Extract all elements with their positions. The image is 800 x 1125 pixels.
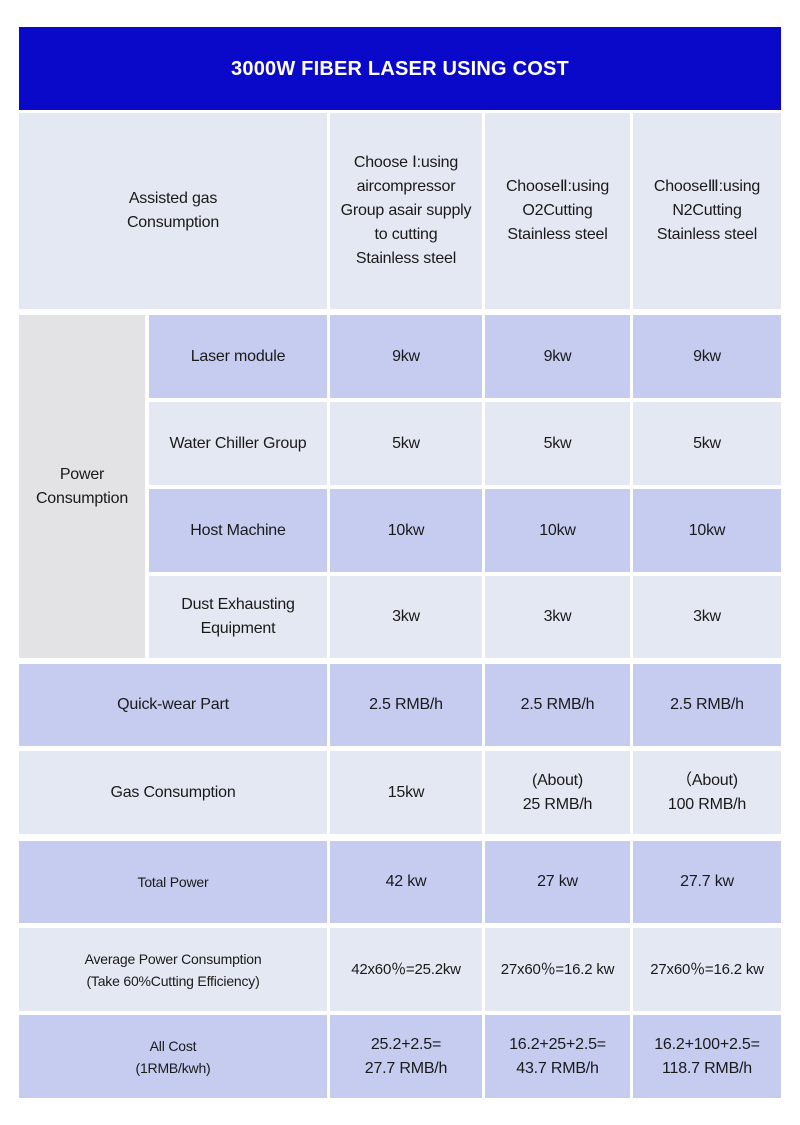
quick-wear-option-3: 2.5 RMB/h	[633, 664, 781, 746]
dust-exhausting-label: Dust Exhausting Equipment	[149, 576, 327, 658]
total-power-option-2: 27 kw	[485, 841, 630, 923]
table-title: 3000W FIBER LASER USING COST	[19, 27, 781, 110]
gas-consumption-option-3: （About) 100 RMB/h	[633, 751, 781, 834]
header-option-1: Choose Ⅰ:using aircompressor Group asair…	[330, 113, 482, 309]
gas-consumption-option-1: 15kw	[330, 751, 482, 834]
water-chiller-label: Water Chiller Group	[149, 402, 327, 485]
water-chiller-option-1: 5kw	[330, 402, 482, 485]
gas-consumption-label: Gas Consumption	[19, 751, 327, 834]
gas-consumption-option-2: (About) 25 RMB/h	[485, 751, 630, 834]
host-machine-option-3: 10kw	[633, 489, 781, 572]
host-machine-option-1: 10kw	[330, 489, 482, 572]
average-power-option-2: 27x60％=16.2 kw	[485, 928, 630, 1011]
quick-wear-option-2: 2.5 RMB/h	[485, 664, 630, 746]
dust-exhausting-option-1: 3kw	[330, 576, 482, 658]
total-power-option-1: 42 kw	[330, 841, 482, 923]
total-power-option-3: 27.7 kw	[633, 841, 781, 923]
average-power-label: Average Power Consumption (Take 60%Cutti…	[19, 928, 327, 1011]
quick-wear-option-1: 2.5 RMB/h	[330, 664, 482, 746]
total-power-label: Total Power	[19, 841, 327, 923]
header-option-3: ChooseⅢ:using N2Cutting Stainless steel	[633, 113, 781, 309]
water-chiller-option-3: 5kw	[633, 402, 781, 485]
water-chiller-option-2: 5kw	[485, 402, 630, 485]
dust-exhausting-option-2: 3kw	[485, 576, 630, 658]
laser-module-option-1: 9kw	[330, 315, 482, 398]
host-machine-label: Host Machine	[149, 489, 327, 572]
header-option-2: ChooseⅡ:using O2Cutting Stainless steel	[485, 113, 630, 309]
average-power-option-3: 27x60％=16.2 kw	[633, 928, 781, 1011]
laser-module-option-3: 9kw	[633, 315, 781, 398]
all-cost-option-1: 25.2+2.5= 27.7 RMB/h	[330, 1015, 482, 1098]
header-label: Assisted gas Consumption	[19, 113, 327, 309]
quick-wear-label: Quick-wear Part	[19, 664, 327, 746]
all-cost-label: All Cost (1RMB/kwh)	[19, 1015, 327, 1098]
dust-exhausting-option-3: 3kw	[633, 576, 781, 658]
all-cost-option-2: 16.2+25+2.5= 43.7 RMB/h	[485, 1015, 630, 1098]
average-power-option-1: 42x60％=25.2kw	[330, 928, 482, 1011]
all-cost-option-3: 16.2+100+2.5= 118.7 RMB/h	[633, 1015, 781, 1098]
laser-module-option-2: 9kw	[485, 315, 630, 398]
laser-module-label: Laser module	[149, 315, 327, 398]
power-consumption-label: Power Consumption	[19, 315, 145, 658]
host-machine-option-2: 10kw	[485, 489, 630, 572]
